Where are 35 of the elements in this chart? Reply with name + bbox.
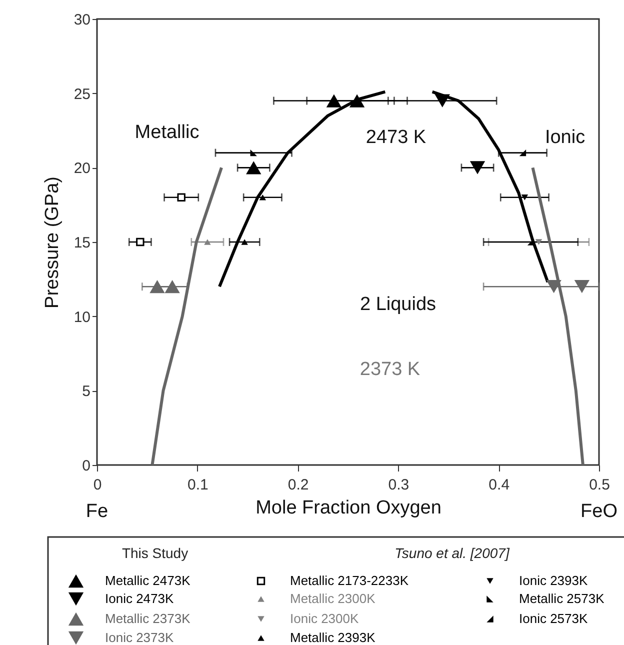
legend-label: Metallic 2173-2233K [290, 573, 409, 588]
y-tick-label: 20 [74, 160, 90, 178]
x-tick-label: 0 [93, 476, 102, 494]
legend-label: Metallic 2573K [519, 591, 605, 606]
legend-label: Metallic 2300K [290, 591, 376, 606]
y-tick-label: 5 [82, 383, 90, 400]
x-tick-label: 0.3 [388, 476, 410, 494]
x-tick-label: 0.1 [187, 476, 208, 494]
x-tick-label: 0.2 [288, 476, 309, 494]
legend-label: Ionic 2300K [290, 611, 359, 626]
y-tick-label: 15 [74, 234, 90, 252]
legend-label: Metallic 2393K [290, 630, 376, 645]
legend-label: Metallic 2473K [105, 573, 191, 588]
text: Fe [86, 501, 108, 522]
legend-label: Ionic 2393K [519, 573, 588, 588]
y-tick-label: 30 [74, 12, 90, 28]
y-axis-title: Pressure (GPa) [42, 176, 63, 308]
text: This Study [122, 545, 188, 561]
y-tick-label: 0 [82, 458, 90, 474]
legend-label: Ionic 2473K [105, 591, 174, 606]
annotation: 2473 K [366, 127, 426, 148]
annotation: 2 Liquids [360, 294, 436, 315]
y-tick-label: 25 [74, 86, 90, 103]
annotation: Metallic [134, 122, 200, 143]
x-tick-label: 0.4 [488, 476, 510, 494]
text: Tsuno et al. [2007] [394, 545, 510, 561]
legend-label: Ionic 2373K [105, 630, 174, 645]
x-tick-label: 0.5 [589, 476, 610, 494]
legend-label: Metallic 2373K [105, 611, 191, 626]
legend-label: Ionic 2573K [519, 611, 588, 626]
x-axis-title: Mole Fraction Oxygen [256, 498, 442, 518]
annotation: Ionic [544, 127, 586, 148]
text: FeO [580, 501, 618, 522]
annotation: 2373 K [360, 359, 420, 380]
y-tick-label: 10 [74, 308, 90, 326]
